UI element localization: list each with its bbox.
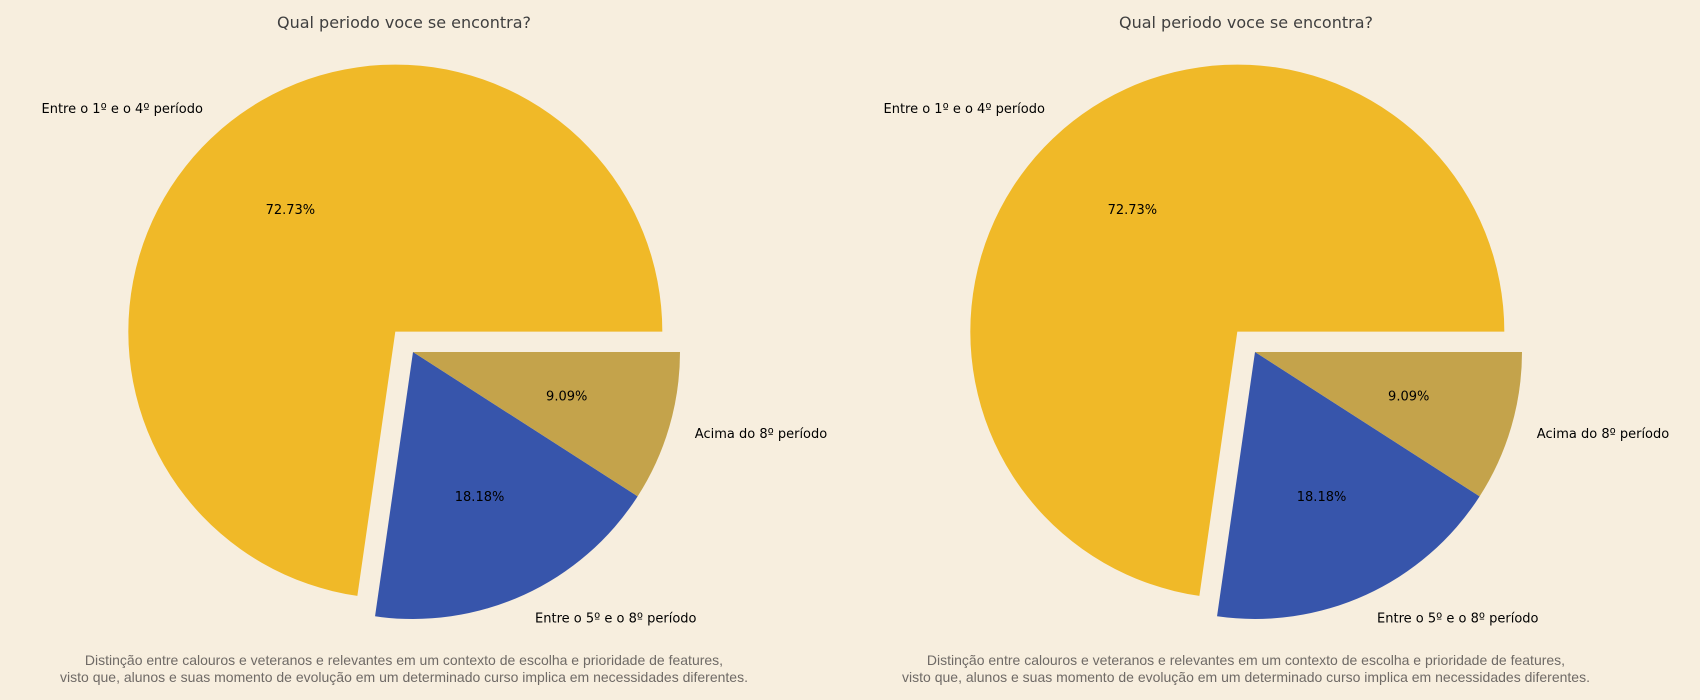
slice-period-1-4-label: Entre o 1º e o 4º período (41, 102, 203, 117)
caption-line-2: visto que, alunos e suas momento de evol… (902, 669, 1590, 685)
slice-period-1-4-label: Entre o 1º e o 4º período (883, 102, 1045, 117)
slice-period-5-8-percent: 18.18% (455, 490, 505, 505)
slice-above-8-percent: 9.09% (546, 390, 587, 405)
pie-chart-right: Qual periodo voce se encontra? Entre o 1… (883, 13, 1669, 627)
caption-line-2: visto que, alunos e suas momento de evol… (60, 669, 748, 685)
chart-title: Qual periodo voce se encontra? (1119, 13, 1373, 32)
chart-caption: Distinção entre calouros e veteranos e r… (0, 652, 808, 686)
pie-chart-panel-left: Qual periodo voce se encontra? Entre o 1… (0, 13, 827, 686)
slice-period-5-8-percent: 18.18% (1297, 490, 1347, 505)
slice-period-5-8 (1217, 352, 1480, 619)
pie-chart-left: Qual periodo voce se encontra? Entre o 1… (41, 13, 827, 627)
slice-above-8-label: Acima do 8º período (1537, 427, 1669, 442)
slice-above-8 (1255, 352, 1522, 497)
slice-above-8-percent: 9.09% (1388, 390, 1429, 405)
slice-period-1-4 (128, 64, 663, 596)
chart-title: Qual periodo voce se encontra? (277, 13, 531, 32)
slice-period-5-8 (375, 352, 638, 619)
chart-caption: Distinção entre calouros e veteranos e r… (842, 652, 1650, 686)
caption-line-1: Distinção entre calouros e veteranos e r… (84, 652, 724, 668)
slice-period-1-4-percent: 72.73% (1108, 203, 1158, 218)
pie-chart-panel-right: Qual periodo voce se encontra? Entre o 1… (842, 0, 1692, 700)
caption-line-1: Distinção entre calouros e veteranos e r… (926, 652, 1566, 668)
slice-period-5-8-label: Entre o 5º e o 8º período (535, 612, 697, 627)
slice-period-1-4-percent: 72.73% (266, 203, 316, 218)
slice-period-5-8-label: Entre o 5º e o 8º período (1377, 612, 1539, 627)
slice-period-1-4 (970, 64, 1505, 596)
slice-above-8 (413, 352, 680, 497)
slice-above-8-label: Acima do 8º período (695, 427, 827, 442)
